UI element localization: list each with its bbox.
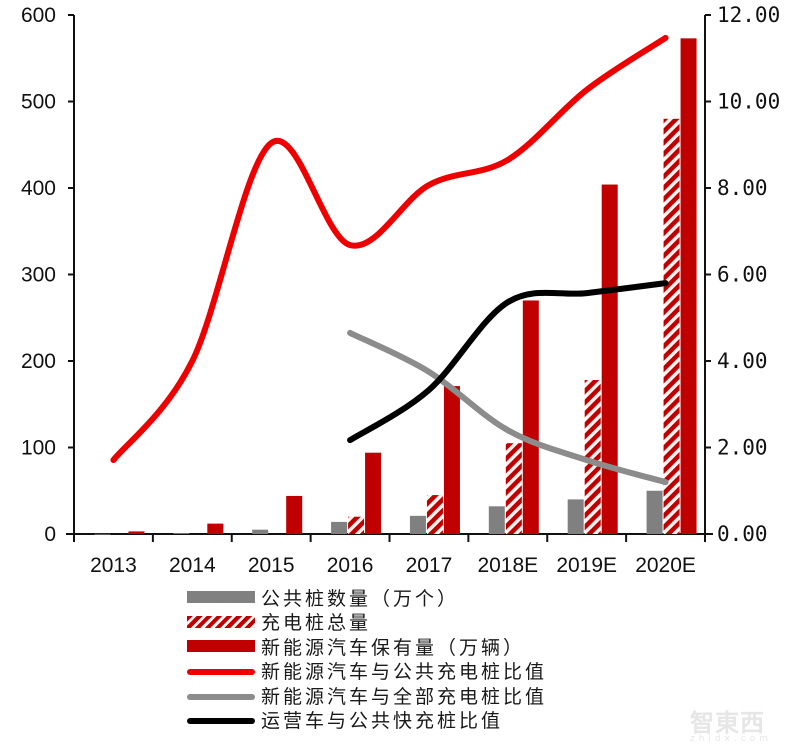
total-piles-bar [663, 118, 680, 535]
nev-stock-bar [601, 184, 618, 535]
legend-item-ratio-public: 新能源汽车与公共充电桩比值 [187, 659, 548, 684]
legend-label: 运营车与公共快充桩比值 [261, 710, 504, 733]
right-tick-label: 4.00 [717, 349, 768, 373]
category-label: 2017 [406, 554, 453, 577]
category-label: 2020E [635, 554, 696, 577]
watermark-logo: 智東西 zhidx.com [690, 703, 772, 744]
left-tick-label: 100 [21, 437, 56, 460]
total-piles-bar [348, 516, 365, 534]
left-tick-label: 600 [21, 4, 56, 27]
legend: 公共桩数量（万个） 充电桩总量 新能源汽车保有量（万辆） 新能源汽车与公共充电桩… [187, 585, 547, 732]
gray-line-swatch-icon [187, 693, 255, 700]
legend-item-public-piles: 公共桩数量（万个） [187, 585, 547, 610]
watermark-text: 智東西 [690, 709, 765, 737]
gray-bar-swatch-icon [187, 591, 255, 604]
legend-label: 新能源汽车与全部充电桩比值 [261, 685, 548, 708]
legend-item-total-piles: 充电桩总量 [187, 610, 547, 635]
legend-label: 新能源汽车保有量（万辆） [261, 636, 526, 659]
nev-stock-bar [128, 531, 145, 534]
public-piles-bar [94, 533, 111, 535]
left-tick-label: 300 [21, 264, 56, 287]
red-bar-swatch-icon [187, 640, 255, 653]
public-piles-bar [646, 490, 663, 534]
right-tick-label: 10.00 [717, 90, 780, 114]
legend-item-ratio-fast: 运营车与公共快充桩比值 [187, 708, 547, 733]
legend-label: 充电桩总量 [261, 612, 372, 635]
legend-item-ratio-all: 新能源汽车与全部充电桩比值 [187, 683, 547, 708]
right-tick-label: 8.00 [717, 176, 768, 200]
right-tick-label: 6.00 [717, 263, 768, 287]
public-piles-bar [567, 499, 584, 534]
black-line-swatch-icon [187, 718, 255, 725]
ratio-all-line [347, 329, 669, 486]
category-label: 2013 [90, 554, 137, 577]
category-label: 2019E [556, 554, 617, 577]
public-piles-bar [488, 506, 505, 534]
right-tick-label: 0.00 [717, 522, 768, 546]
public-piles-bar [173, 533, 190, 534]
left-tick-label: 0 [44, 523, 56, 546]
right-tick-label: 12.00 [717, 3, 780, 27]
nev-stock-bar [286, 495, 303, 534]
total-piles-bar [426, 495, 443, 534]
ratio-fast-line [347, 280, 669, 444]
category-label: 2015 [248, 554, 295, 577]
axis-labels: 0 100 200 300 400 500 600 0.00 2.00 4.00 6.00 8.00 1… [21, 3, 780, 577]
nev-stock-bar [365, 452, 382, 534]
public-piles-bar [252, 529, 269, 534]
total-piles-bar [505, 443, 522, 534]
watermark-subtext: zhidx.com [690, 734, 773, 744]
nev-stock-bar [443, 386, 460, 534]
right-tick-label: 2.00 [717, 436, 768, 460]
ratio-public-line [110, 34, 669, 464]
total-piles-bar [584, 380, 601, 534]
nev-stock-bar [680, 38, 697, 534]
left-tick-label: 200 [21, 350, 56, 373]
lines [110, 34, 669, 486]
legend-label: 公共桩数量（万个） [261, 587, 460, 610]
legend-item-nev-stock: 新能源汽车保有量（万辆） [187, 634, 547, 659]
red-line-swatch-icon [187, 669, 255, 676]
left-tick-label: 500 [21, 91, 56, 114]
nev-stock-bar [207, 523, 224, 534]
public-piles-bar [331, 521, 348, 534]
category-label: 2018E [477, 554, 538, 577]
legend-label: 新能源汽车与公共充电桩比值 [261, 661, 548, 684]
nev-stock-bar [522, 300, 539, 534]
left-tick-label: 400 [21, 177, 56, 200]
category-label: 2014 [169, 554, 216, 577]
hatched-bar-swatch-icon [187, 615, 255, 628]
public-piles-bar [409, 515, 426, 534]
bars [94, 38, 697, 535]
category-label: 2016 [327, 554, 374, 577]
